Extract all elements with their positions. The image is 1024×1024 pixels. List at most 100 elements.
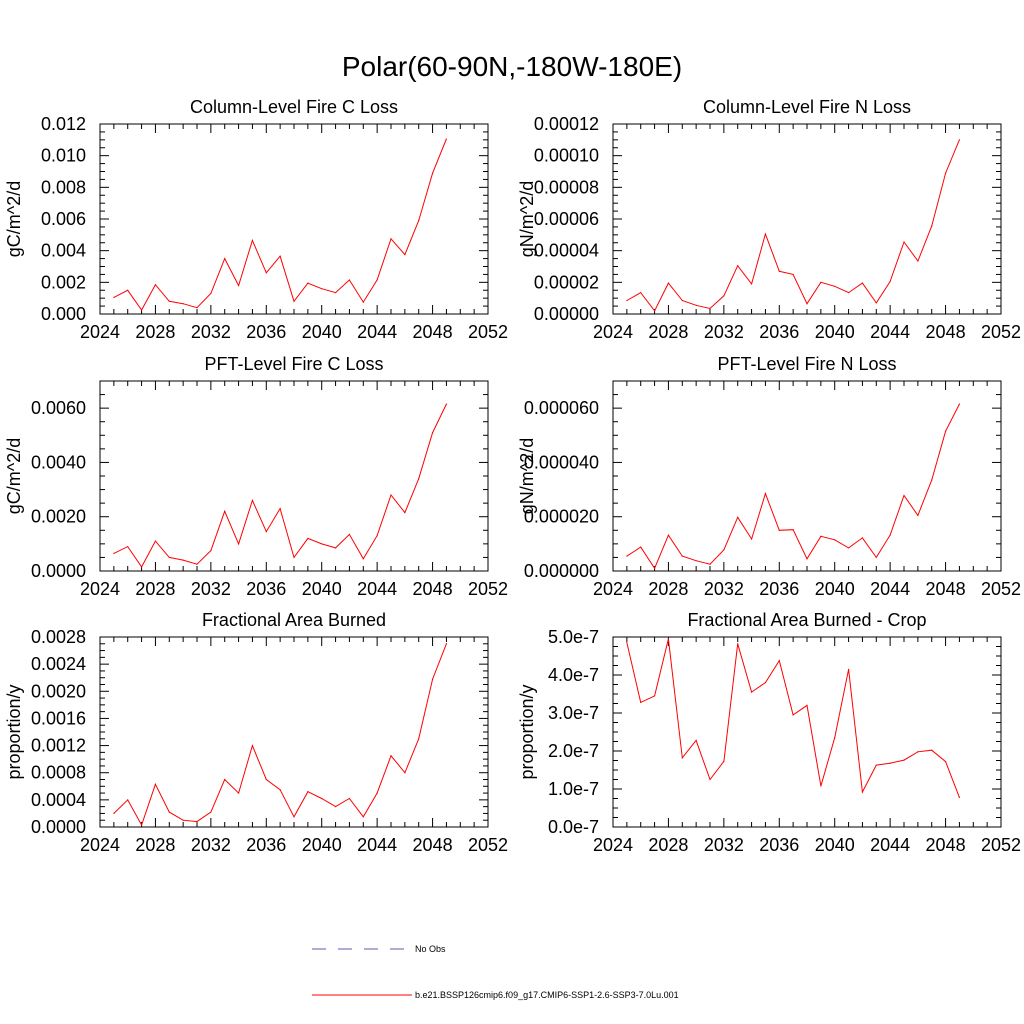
data-point xyxy=(750,691,753,693)
x-tick-label: 2028 xyxy=(135,322,175,342)
data-point xyxy=(182,303,184,305)
data-point xyxy=(861,791,864,793)
data-point xyxy=(168,811,170,813)
x-tick-label: 2024 xyxy=(80,579,120,599)
panel-title: Fractional Area Burned xyxy=(202,610,386,630)
x-tick-label: 2040 xyxy=(302,322,342,342)
data-point xyxy=(140,566,143,568)
data-point xyxy=(806,704,808,707)
y-tick-label: 0.0000 xyxy=(31,561,86,581)
panel-title: Fractional Area Burned - Crop xyxy=(687,610,926,630)
data-point xyxy=(224,510,226,512)
data-point xyxy=(931,479,933,481)
data-point xyxy=(723,295,725,297)
data-point xyxy=(293,300,295,302)
data-point xyxy=(931,749,933,751)
data-point xyxy=(875,302,877,304)
data-point xyxy=(944,172,947,174)
data-point xyxy=(667,282,670,284)
data-point xyxy=(182,819,184,821)
data-point xyxy=(334,547,337,549)
data-point xyxy=(931,225,933,227)
data-point xyxy=(875,764,877,766)
data-point xyxy=(265,272,267,274)
data-point xyxy=(237,284,240,287)
data-point xyxy=(889,534,891,536)
data-point xyxy=(875,556,877,559)
data-point xyxy=(210,811,212,813)
x-tick-label: 2048 xyxy=(926,579,966,599)
data-point xyxy=(251,744,254,747)
y-tick-label: 0.002 xyxy=(41,272,86,292)
data-point xyxy=(806,303,808,305)
data-point xyxy=(307,791,309,793)
data-point xyxy=(806,558,808,560)
panel-title: Column-Level Fire N Loss xyxy=(703,97,911,117)
x-tick-label: 2024 xyxy=(80,322,120,342)
y-tick-label: 0.0008 xyxy=(31,763,86,783)
data-point xyxy=(182,559,184,561)
x-tick-label: 2028 xyxy=(135,579,175,599)
y-tick-label: 0.0040 xyxy=(31,452,86,472)
data-point xyxy=(376,792,378,794)
y-tick-label: 0.000000 xyxy=(524,561,599,581)
y-tick-label: 0.00008 xyxy=(534,177,599,197)
x-tick-label: 2048 xyxy=(926,835,966,855)
data-point xyxy=(334,292,337,294)
data-point xyxy=(653,567,656,569)
series-line xyxy=(113,403,447,568)
data-point xyxy=(653,310,656,312)
series-line xyxy=(113,138,447,311)
x-tick-label: 2048 xyxy=(413,835,453,855)
x-tick-label: 2044 xyxy=(357,835,397,855)
data-point xyxy=(695,739,697,741)
data-point xyxy=(764,493,767,495)
data-point xyxy=(903,241,905,243)
data-point xyxy=(113,812,115,815)
data-point xyxy=(279,255,281,257)
y-axis-label: gC/m^2/d xyxy=(4,438,24,514)
y-tick-label: 0.0028 xyxy=(31,627,86,647)
y-tick-label: 0.00004 xyxy=(534,241,599,261)
chart-panel-2: Column-Level Fire N Loss gN/m^2/d 2024 2028… xyxy=(517,97,1021,342)
x-tick-label: 2044 xyxy=(357,322,397,342)
x-tick-label: 2032 xyxy=(704,835,744,855)
data-point xyxy=(348,533,351,535)
data-point xyxy=(681,757,683,759)
x-tick-label: 2032 xyxy=(704,322,744,342)
y-tick-label: 0.004 xyxy=(41,241,86,261)
data-point xyxy=(154,284,157,286)
x-tick-label: 2036 xyxy=(246,322,286,342)
data-point xyxy=(445,643,448,645)
data-point xyxy=(958,139,961,141)
y-tick-label: 0.0024 xyxy=(31,654,86,674)
data-point xyxy=(154,540,157,542)
x-tick-label: 2052 xyxy=(981,579,1021,599)
data-point xyxy=(445,403,448,405)
x-tick-label: 2040 xyxy=(302,579,342,599)
y-tick-label: 0.000060 xyxy=(524,398,599,418)
data-point xyxy=(889,762,891,764)
x-tick-label: 2048 xyxy=(413,579,453,599)
data-point xyxy=(709,778,711,781)
data-point xyxy=(917,514,919,516)
y-tick-label: 0.00010 xyxy=(534,146,599,166)
data-point xyxy=(293,816,295,818)
y-tick-label: 0.00006 xyxy=(534,209,599,229)
data-point xyxy=(168,556,170,559)
data-point xyxy=(196,820,198,823)
x-tick-label: 2036 xyxy=(759,579,799,599)
data-point xyxy=(847,547,850,549)
x-tick-label: 2028 xyxy=(648,835,688,855)
data-point xyxy=(251,499,254,502)
data-point xyxy=(404,254,406,256)
data-point xyxy=(917,260,919,262)
y-tick-label: 0.0020 xyxy=(31,681,86,701)
data-point xyxy=(626,555,628,557)
x-tick-label: 2024 xyxy=(80,835,120,855)
chart-panel-6: Fractional Area Burned - Crop proportion/… xyxy=(517,610,1021,855)
y-tick-label: 0.006 xyxy=(41,209,86,229)
data-point xyxy=(279,789,281,791)
x-tick-label: 2032 xyxy=(191,579,231,599)
